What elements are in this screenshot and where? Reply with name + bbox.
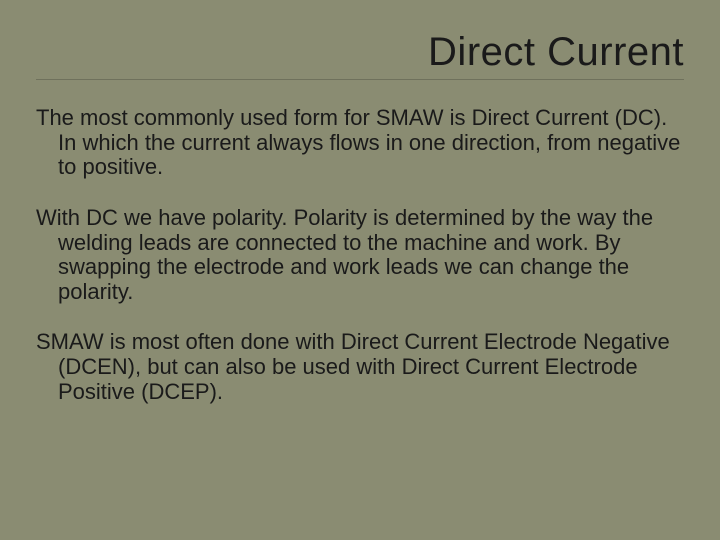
- paragraph: SMAW is most often done with Direct Curr…: [36, 330, 684, 404]
- slide-title: Direct Current: [36, 30, 684, 80]
- slide-body: The most commonly used form for SMAW is …: [36, 106, 684, 404]
- slide-container: Direct Current The most commonly used fo…: [0, 0, 720, 540]
- paragraph: The most commonly used form for SMAW is …: [36, 106, 684, 180]
- paragraph: With DC we have polarity. Polarity is de…: [36, 206, 684, 305]
